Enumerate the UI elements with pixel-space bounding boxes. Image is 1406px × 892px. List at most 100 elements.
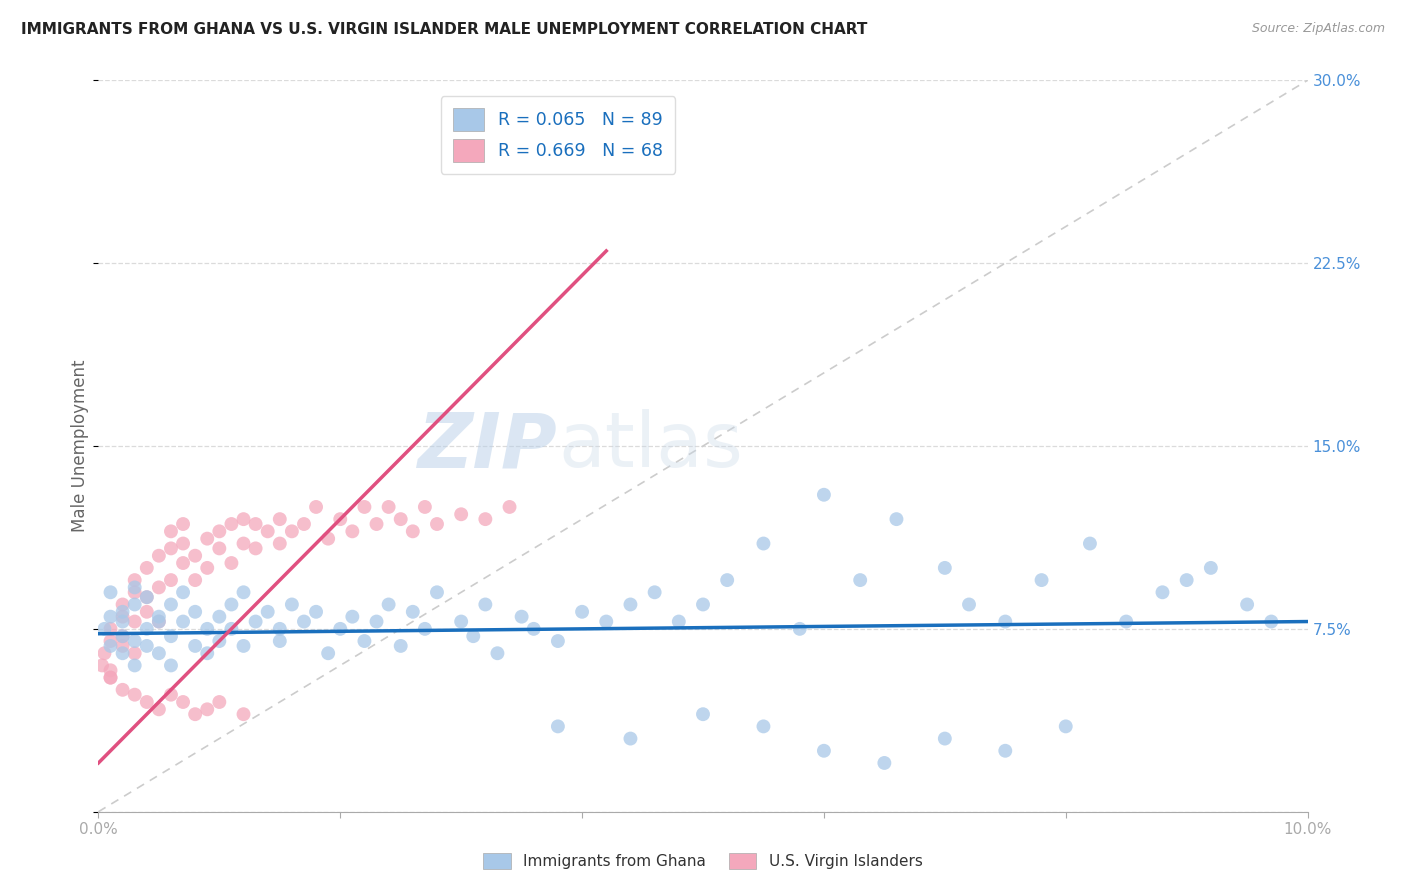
Point <box>208 695 231 709</box>
Point <box>160 524 183 539</box>
Point <box>426 585 449 599</box>
Point <box>160 629 183 643</box>
Point <box>232 707 254 722</box>
Point <box>619 598 641 612</box>
Point <box>221 556 243 570</box>
Point <box>269 536 291 550</box>
Point <box>124 646 146 660</box>
Point <box>1152 585 1174 599</box>
Point <box>195 646 218 660</box>
Point <box>269 634 291 648</box>
Point <box>195 532 218 546</box>
Point <box>124 658 146 673</box>
Point <box>124 573 146 587</box>
Point <box>184 549 207 563</box>
Point <box>716 573 738 587</box>
Point <box>281 524 304 539</box>
Text: Source: ZipAtlas.com: Source: ZipAtlas.com <box>1251 22 1385 36</box>
Point <box>245 516 267 531</box>
Point <box>208 524 231 539</box>
Point <box>402 524 425 539</box>
Point <box>256 605 278 619</box>
Point <box>692 598 714 612</box>
Point <box>752 719 775 733</box>
Point <box>692 707 714 722</box>
Point <box>619 731 641 746</box>
Point <box>377 598 399 612</box>
Point <box>245 541 267 556</box>
Point <box>994 615 1017 629</box>
Point <box>873 756 896 770</box>
Point <box>93 622 115 636</box>
Point <box>813 744 835 758</box>
Point <box>668 615 690 629</box>
Point <box>353 634 375 648</box>
Point <box>135 561 157 575</box>
Point <box>232 639 254 653</box>
Point <box>124 634 146 648</box>
Point <box>148 581 170 595</box>
Point <box>1236 598 1258 612</box>
Point <box>292 615 315 629</box>
Point <box>135 590 157 604</box>
Point <box>413 622 436 636</box>
Point <box>232 585 254 599</box>
Point <box>172 536 194 550</box>
Point <box>305 605 328 619</box>
Point <box>292 516 315 531</box>
Point <box>523 622 546 636</box>
Point <box>342 609 364 624</box>
Point <box>124 598 146 612</box>
Point <box>934 731 956 746</box>
Point <box>1115 615 1137 629</box>
Point <box>571 605 593 619</box>
Point <box>100 671 122 685</box>
Point <box>148 646 170 660</box>
Point <box>195 622 218 636</box>
Point <box>172 615 194 629</box>
Point <box>402 605 425 619</box>
Point <box>124 585 146 599</box>
Point <box>208 541 231 556</box>
Point <box>486 646 509 660</box>
Point <box>1031 573 1053 587</box>
Point <box>208 609 231 624</box>
Point <box>111 605 134 619</box>
Point <box>100 663 122 677</box>
Point <box>389 639 412 653</box>
Point <box>111 629 134 643</box>
Point <box>100 609 122 624</box>
Point <box>366 615 388 629</box>
Point <box>111 598 134 612</box>
Point <box>329 622 352 636</box>
Point <box>353 500 375 514</box>
Point <box>195 561 218 575</box>
Point <box>160 598 183 612</box>
Point <box>329 512 352 526</box>
Point <box>547 634 569 648</box>
Point <box>172 516 194 531</box>
Point <box>100 639 122 653</box>
Point <box>111 639 134 653</box>
Legend: R = 0.065   N = 89, R = 0.669   N = 68: R = 0.065 N = 89, R = 0.669 N = 68 <box>440 96 675 174</box>
Point <box>135 695 157 709</box>
Point <box>184 707 207 722</box>
Point <box>245 615 267 629</box>
Point <box>474 512 496 526</box>
Legend: Immigrants from Ghana, U.S. Virgin Islanders: Immigrants from Ghana, U.S. Virgin Islan… <box>477 847 929 875</box>
Point <box>474 598 496 612</box>
Point <box>463 629 485 643</box>
Point <box>510 609 533 624</box>
Point <box>377 500 399 514</box>
Point <box>256 524 278 539</box>
Point <box>184 639 207 653</box>
Point <box>111 609 134 624</box>
Point <box>1199 561 1222 575</box>
Point <box>124 581 146 595</box>
Point <box>160 541 183 556</box>
Point <box>994 744 1017 758</box>
Point <box>813 488 835 502</box>
Point <box>450 508 472 522</box>
Text: IMMIGRANTS FROM GHANA VS U.S. VIRGIN ISLANDER MALE UNEMPLOYMENT CORRELATION CHAR: IMMIGRANTS FROM GHANA VS U.S. VIRGIN ISL… <box>21 22 868 37</box>
Point <box>957 598 980 612</box>
